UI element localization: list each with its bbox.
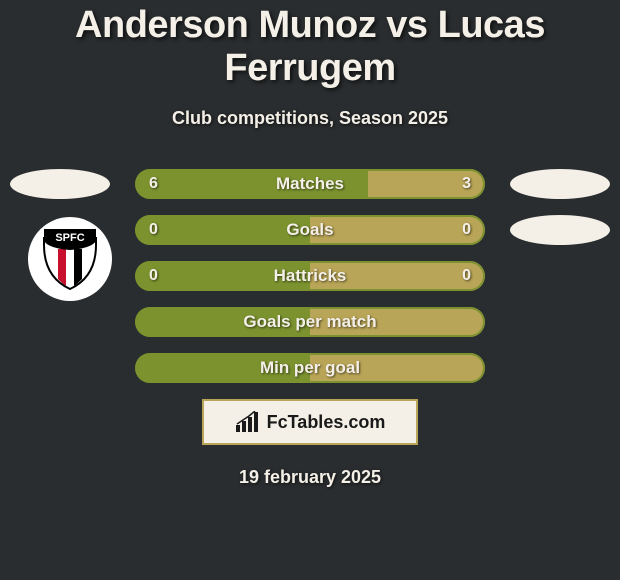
stat-bar: Goals per match	[135, 307, 485, 337]
stat-bar-left: 6	[135, 169, 368, 199]
stat-bar-left: 0	[135, 261, 310, 291]
stat-value-left: 0	[149, 267, 158, 285]
club-badge-left: SPFC	[28, 217, 112, 301]
stat-bar-right: 0	[310, 261, 485, 291]
stat-bar-right	[310, 353, 485, 383]
brand-text: FcTables.com	[267, 412, 386, 433]
club-initials: SPFC	[55, 232, 84, 244]
comparison-card: Anderson Munoz vs Lucas Ferrugem Club co…	[0, 0, 620, 488]
stat-bar-left	[135, 353, 310, 383]
stat-value-right: 3	[462, 175, 471, 193]
stat-bar-right	[310, 307, 485, 337]
stat-value-left: 0	[149, 221, 158, 239]
brand-box[interactable]: FcTables.com	[202, 399, 418, 445]
club-shield-icon: SPFC	[40, 227, 100, 291]
stat-bar: 63Matches	[135, 169, 485, 199]
flag-left-icon	[10, 169, 110, 199]
stat-row: Min per goal	[0, 353, 620, 383]
stat-bar: 00Hattricks	[135, 261, 485, 291]
bar-chart-icon	[235, 411, 261, 433]
date-label: 19 february 2025	[0, 467, 620, 488]
flag-right-icon	[510, 169, 610, 199]
flag-right-icon-2	[510, 215, 610, 245]
subtitle: Club competitions, Season 2025	[0, 108, 620, 129]
stat-value-right: 0	[462, 221, 471, 239]
stats-area: SPFC 63Matches00Goals00HattricksGoals pe…	[0, 169, 620, 488]
stat-bar-right: 0	[310, 215, 485, 245]
stat-bar-left	[135, 307, 310, 337]
page-title: Anderson Munoz vs Lucas Ferrugem	[0, 4, 620, 90]
stat-bar: 00Goals	[135, 215, 485, 245]
stat-value-right: 0	[462, 267, 471, 285]
stat-bar-left: 0	[135, 215, 310, 245]
stat-bar: Min per goal	[135, 353, 485, 383]
stat-bar-right: 3	[368, 169, 485, 199]
stat-value-left: 6	[149, 175, 158, 193]
stat-row: Goals per match	[0, 307, 620, 337]
